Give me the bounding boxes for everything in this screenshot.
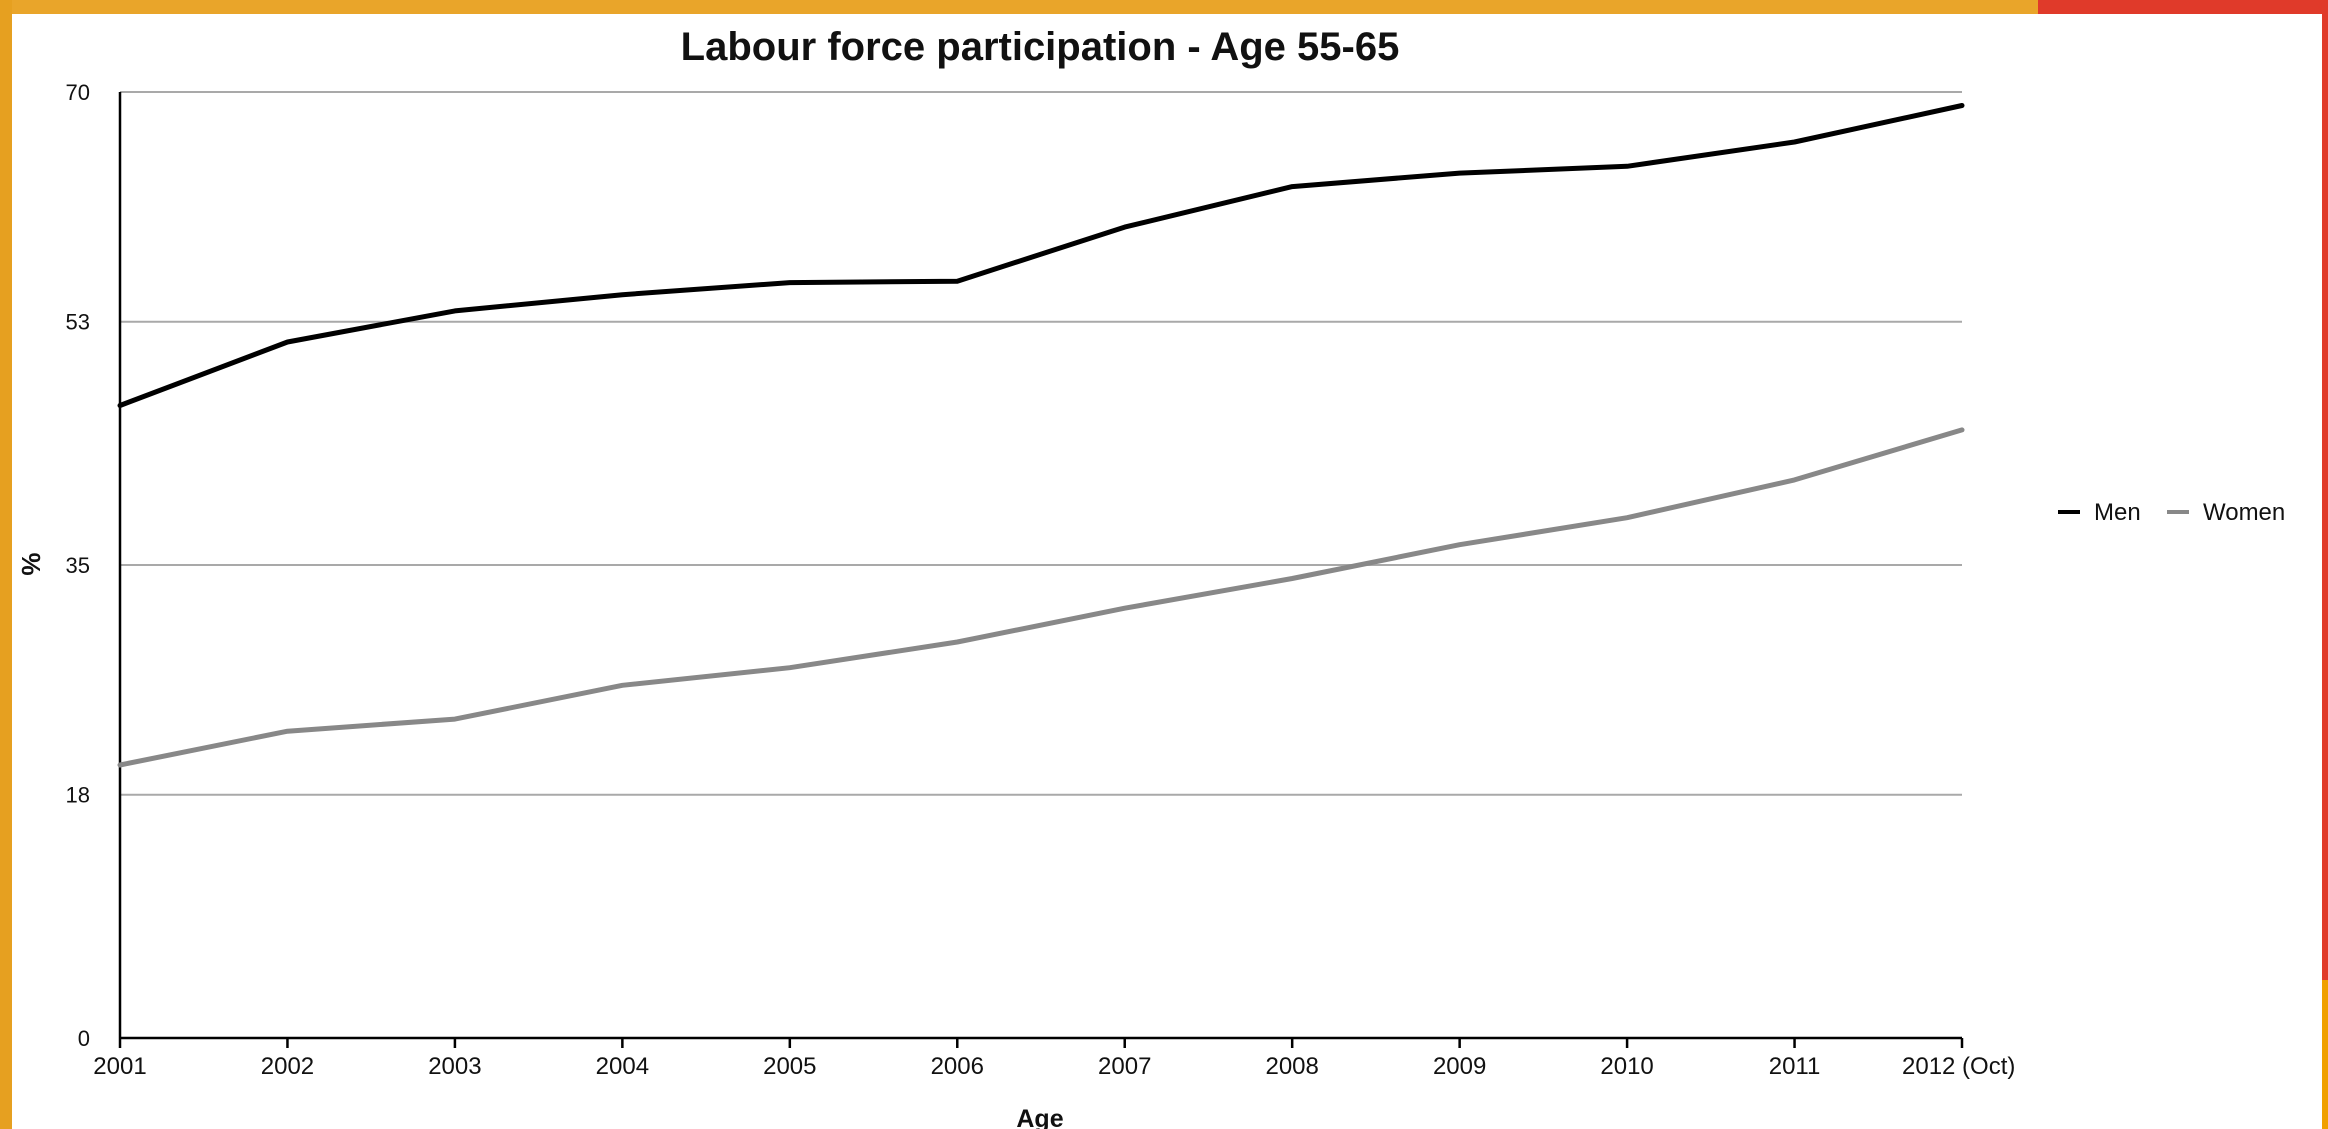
x-tick-label: 2010	[1600, 1053, 1653, 1080]
legend: Men Women	[2058, 499, 2285, 526]
y-tick-label: 35	[66, 553, 90, 578]
y-axis-label: %	[16, 552, 46, 575]
x-tick-label: 2007	[1098, 1053, 1151, 1080]
y-tick-label: 18	[66, 783, 90, 808]
gridlines	[120, 91, 1962, 796]
x-tick-label: 2001	[93, 1053, 146, 1080]
legend-label-women: Women	[2203, 499, 2285, 526]
x-tick-label: 2009	[1433, 1053, 1486, 1080]
x-tick-label: 2005	[763, 1053, 816, 1080]
x-axis-label: Age	[1016, 1105, 1063, 1129]
x-tick-labels: 2001 2002 2003 2004 2005 2006 2007 2008 2009 2010…	[93, 1053, 2015, 1080]
background-edge-top	[0, 0, 2328, 14]
x-tick-label: 2011	[1769, 1053, 1821, 1080]
series-lines	[117, 103, 1965, 768]
background-edge-left	[0, 0, 12, 1129]
axes	[118, 92, 1964, 1048]
y-tick-label: 53	[66, 310, 90, 335]
y-tick-label: 0	[78, 1026, 90, 1051]
series-line-women	[117, 427, 1965, 768]
chart-panel: Labour force participation - Age 55-65 0…	[12, 14, 2322, 1129]
legend-label-men: Men	[2094, 499, 2141, 526]
x-tick-label: 2012 (Oct)	[1902, 1053, 2015, 1080]
x-tick-label: 2002	[261, 1053, 314, 1080]
x-tick-label: 2008	[1265, 1053, 1318, 1080]
x-tick-label: 2004	[596, 1053, 649, 1080]
line-chart: Labour force participation - Age 55-65 0…	[16, 25, 2285, 1129]
x-tick-label: 2006	[931, 1053, 984, 1080]
background-edge-right-lower	[2322, 980, 2328, 1129]
chart-title: Labour force participation - Age 55-65	[681, 25, 1400, 69]
background-edge-right	[2322, 0, 2328, 1129]
x-tick-label: 2003	[428, 1053, 481, 1080]
y-tick-labels: 0 18 35 53 70	[66, 80, 90, 1051]
background-edge-right-red	[2038, 0, 2328, 14]
y-tick-label: 70	[66, 80, 90, 105]
series-line-men	[117, 103, 1965, 408]
